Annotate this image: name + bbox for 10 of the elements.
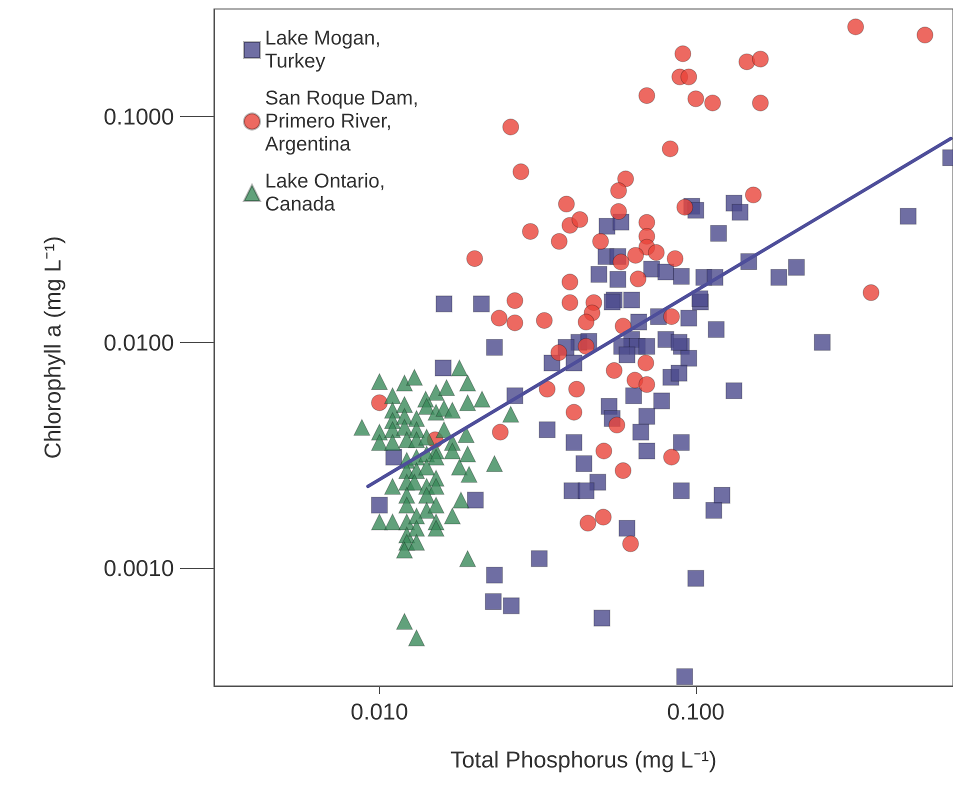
x-tick-label: 0.010	[350, 698, 408, 724]
y-tick-label: 0.0100	[104, 329, 174, 356]
x-axis-title: Total Phosphorus (mg L⁻¹)	[450, 746, 717, 772]
x-tick-label: 0.100	[667, 698, 725, 724]
legend-label: Lake Ontario, Canada	[265, 170, 391, 216]
legend-label: San Roque Dam, Primero River, Argentina	[265, 88, 424, 156]
y-tick-label: 0.1000	[104, 104, 174, 130]
y-tick-label: 0.0010	[104, 555, 174, 582]
legend-label: Lake Mogan, Turkey	[265, 28, 386, 72]
y-axis-title: Chlorophyll a (mg L⁻¹)	[40, 236, 66, 459]
